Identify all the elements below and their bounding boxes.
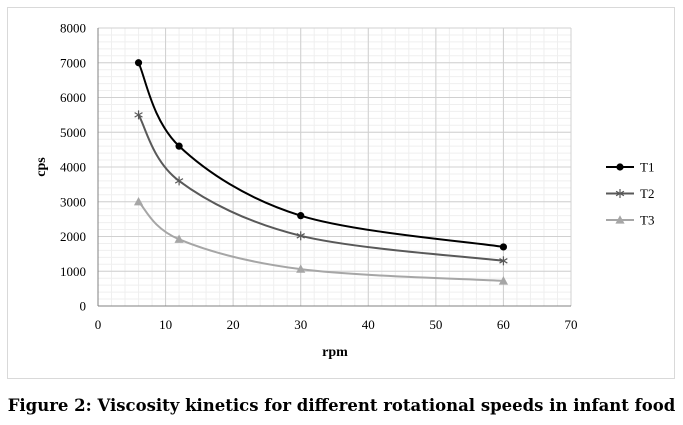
figure-caption: Figure 2: Viscosity kinetics for differe… [7, 396, 676, 415]
data-point-t2 [134, 110, 143, 120]
legend-label-t2: T2 [640, 186, 654, 201]
y-tick-label: 0 [80, 299, 87, 314]
legend-label-t1: T1 [640, 160, 654, 175]
x-tick-label: 70 [565, 317, 578, 332]
legend-marker-t2 [615, 189, 625, 198]
legend-label-t3: T3 [640, 213, 654, 228]
asterisk-stroke [296, 233, 305, 239]
y-tick-label: 7000 [60, 55, 86, 70]
x-tick-label: 20 [227, 317, 240, 332]
y-tick-label: 8000 [60, 21, 86, 36]
asterisk-stroke [134, 112, 143, 118]
data-point-t3 [133, 196, 144, 206]
y-tick-label: 6000 [60, 90, 86, 105]
asterisk-stroke [174, 178, 184, 184]
x-tick-label: 0 [95, 317, 102, 332]
y-axis-title: cps [34, 157, 49, 177]
data-point-t1 [175, 142, 183, 150]
data-point-t2 [174, 176, 184, 186]
legend-marker-t3 [615, 215, 625, 224]
y-tick-label: 1000 [60, 264, 86, 279]
x-axis-title: rpm [322, 345, 348, 360]
data-point-t3 [296, 264, 306, 273]
chart-series [133, 59, 509, 285]
y-tick-label: 4000 [60, 160, 86, 175]
series-line-t1 [137, 62, 504, 248]
chart-legend: T1 T2 T3 [606, 160, 654, 228]
x-tick-label: 50 [429, 317, 442, 332]
data-point-t1 [134, 59, 143, 67]
data-point-t1 [499, 243, 508, 251]
legend-marker-t1 [616, 163, 624, 171]
data-point-t2 [499, 256, 508, 266]
y-tick-label: 2000 [60, 229, 86, 244]
y-tick-label: 5000 [60, 125, 86, 140]
y-tick-label: 3000 [60, 194, 86, 209]
series-line-t2 [137, 114, 504, 262]
x-tick-label: 40 [362, 317, 375, 332]
data-point-t3 [498, 276, 509, 285]
chart-axes: 0 10 20 30 40 50 60 70 0 1000 2000 3000 4000 5000 6000… [60, 21, 578, 333]
data-point-t3 [174, 234, 184, 243]
x-tick-label: 60 [497, 317, 510, 332]
viscosity-chart: 0 10 20 30 40 50 60 70 0 1000 2000 3000 4000 5000 6000… [34, 21, 654, 361]
chart-grid [97, 27, 572, 307]
asterisk-stroke [499, 258, 508, 264]
x-tick-label: 10 [159, 317, 172, 332]
data-point-t2 [296, 231, 305, 241]
series-line-t3 [137, 201, 504, 282]
data-point-t1 [297, 212, 305, 220]
x-tick-label: 30 [294, 317, 307, 332]
asterisk-stroke [615, 190, 625, 197]
